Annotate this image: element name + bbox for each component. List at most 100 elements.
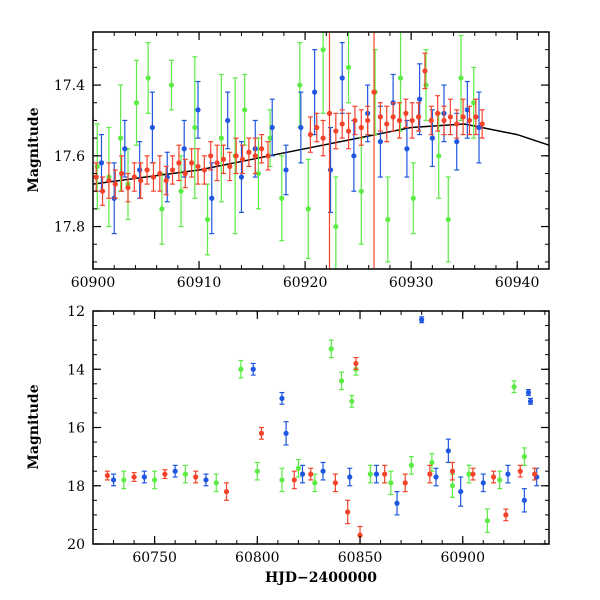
data-point [213, 480, 219, 486]
data-point [238, 174, 245, 180]
data-point [396, 117, 403, 124]
x-tick-label: 60900 [71, 275, 116, 291]
data-point [176, 160, 182, 166]
data-point [93, 174, 99, 180]
data-point [490, 474, 497, 480]
data-point [252, 153, 258, 159]
data-point [345, 128, 352, 134]
data-point [466, 471, 472, 477]
top-panel-marks [92, 32, 550, 269]
data-point [117, 135, 124, 141]
data-point [358, 188, 364, 194]
x-tick-label: 60910 [177, 275, 222, 291]
y-tick-label: 14 [67, 362, 85, 378]
top-panel-axes: 60900 60910 60920 60930 60940 17.4 17.6 17.8 [54, 31, 549, 291]
data-point [445, 448, 451, 454]
bottom-panel-frame [92, 310, 550, 545]
data-point [279, 477, 285, 483]
data-point [365, 117, 371, 124]
data-point [239, 156, 246, 162]
data-point [250, 366, 256, 372]
data-point [112, 181, 118, 187]
data-point [397, 75, 404, 81]
x-tick-label: 60900 [440, 550, 485, 566]
data-point [436, 153, 442, 159]
data-point [258, 430, 265, 436]
x-tick-label: 60750 [132, 550, 177, 566]
data-point [445, 216, 451, 223]
data-point [497, 477, 503, 483]
bottom-panel-x-axis-label: HJD−2400000 [265, 570, 377, 586]
data-point [110, 477, 117, 483]
x-tick-label: 60940 [495, 275, 540, 291]
data-point [473, 114, 479, 120]
data-point [291, 477, 297, 483]
data-point [503, 512, 509, 518]
data-point [125, 185, 131, 191]
data-point [295, 465, 302, 471]
data-point [390, 114, 396, 120]
data-point [149, 124, 155, 131]
data-point [377, 114, 383, 120]
data-point [352, 117, 358, 124]
data-point [403, 110, 409, 116]
data-point [172, 468, 178, 474]
data-point [157, 170, 163, 177]
data-point [484, 518, 490, 524]
data-point [511, 384, 517, 390]
data-point [385, 216, 391, 223]
data-point [254, 468, 260, 474]
data-point [181, 146, 187, 152]
data-point [189, 160, 195, 166]
data-point [525, 389, 532, 396]
data-point [476, 124, 482, 131]
x-tick-label: 60920 [283, 275, 328, 291]
data-point [382, 471, 388, 477]
data-point [347, 474, 353, 480]
data-point [137, 167, 143, 173]
data-point [357, 532, 363, 538]
data-point [131, 474, 137, 480]
data-point [307, 131, 313, 138]
data-point [144, 167, 150, 173]
data-point [419, 317, 425, 323]
data-point [98, 160, 105, 166]
data-point [517, 468, 523, 474]
data-point [351, 153, 357, 159]
x-tick-label: 60850 [338, 550, 383, 566]
data-point [441, 117, 447, 124]
top-panel-frame [92, 31, 550, 270]
data-point [162, 471, 168, 477]
data-point [131, 174, 137, 180]
data-point [259, 146, 265, 152]
data-point [521, 497, 527, 503]
data-point [470, 471, 476, 477]
data-point [333, 128, 339, 134]
data-point [168, 82, 175, 88]
data-point [320, 135, 326, 141]
data-point [427, 471, 433, 477]
data-point [122, 146, 128, 152]
data-point [204, 216, 211, 223]
data-point [314, 124, 320, 131]
data-point [422, 68, 428, 74]
data-point [327, 167, 334, 173]
data-point [394, 500, 400, 506]
data-point [415, 114, 422, 120]
data-point [471, 100, 477, 106]
data-point [449, 468, 456, 474]
data-point [435, 110, 441, 116]
data-point [233, 153, 239, 159]
data-point [312, 89, 318, 95]
data-point [449, 483, 456, 489]
y-tick-label: 20 [67, 537, 85, 553]
data-point [409, 117, 415, 124]
data-point [159, 206, 165, 212]
data-point [195, 163, 201, 170]
y-tick-label: 12 [67, 304, 85, 320]
data-point [214, 160, 220, 166]
data-point [238, 366, 244, 372]
x-tick-label: 60800 [235, 550, 280, 566]
data-point [220, 156, 227, 162]
data-point [269, 124, 275, 131]
